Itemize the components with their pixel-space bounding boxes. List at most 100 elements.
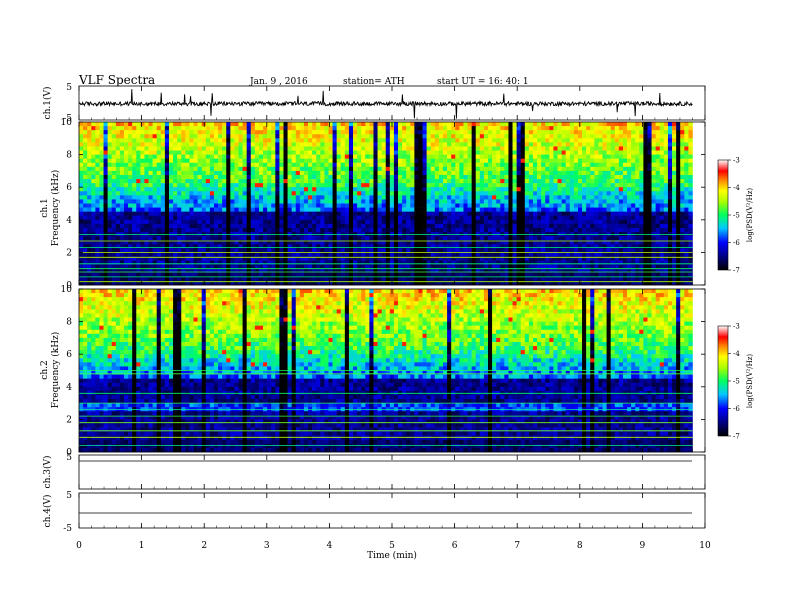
spectrogram-cell bbox=[242, 248, 247, 253]
spectrogram-cell bbox=[508, 252, 513, 257]
spectrogram-cell bbox=[627, 154, 632, 159]
spectrogram-cell bbox=[91, 219, 96, 225]
spectrogram-cell bbox=[512, 146, 517, 151]
spectrogram-cell bbox=[672, 154, 677, 159]
spectrogram-cell bbox=[655, 170, 661, 176]
spectrogram-cell bbox=[618, 187, 624, 192]
spectrogram-cell bbox=[389, 183, 395, 188]
spectrogram-cell bbox=[357, 187, 362, 192]
spectrogram-cell bbox=[87, 199, 92, 204]
spectrogram-cell bbox=[434, 122, 440, 127]
spectrogram-cell bbox=[467, 211, 472, 217]
ch1-ytick-bottom: -5 bbox=[63, 114, 72, 124]
spectrogram-cell bbox=[279, 154, 284, 159]
spectrogram-cell bbox=[414, 236, 419, 241]
spectrogram-cell bbox=[132, 240, 137, 245]
spectrogram-cell bbox=[369, 191, 374, 196]
spectrogram-cell bbox=[602, 122, 607, 127]
spectrogram-cell bbox=[164, 158, 170, 164]
spectrogram-cell bbox=[234, 248, 239, 253]
spectrogram-cell bbox=[663, 236, 669, 241]
spectrogram-cell bbox=[361, 150, 366, 155]
spectrogram-cell bbox=[177, 236, 182, 241]
spectrogram-cell bbox=[295, 240, 301, 245]
spectrogram-cell bbox=[479, 187, 485, 192]
spectrogram-cell bbox=[516, 199, 522, 204]
spectrogram-cell bbox=[111, 126, 117, 131]
spectrogram-cell bbox=[144, 138, 149, 143]
spectrogram-cell bbox=[271, 166, 276, 172]
spectrogram-cell bbox=[230, 166, 235, 172]
spectrogram-cell bbox=[459, 130, 464, 135]
spectrogram-cell bbox=[528, 252, 534, 257]
spectrogram-cell bbox=[91, 191, 96, 196]
spectrogram-cell bbox=[467, 244, 472, 249]
spectrogram-cell bbox=[516, 158, 522, 164]
spectrogram-cell bbox=[483, 122, 489, 127]
spectrogram-cell bbox=[267, 215, 272, 221]
spectrogram-cell bbox=[635, 248, 640, 253]
spectrogram-cell bbox=[201, 223, 207, 229]
spectrogram-cell bbox=[463, 162, 468, 168]
spectrogram-cell bbox=[103, 211, 108, 217]
spectrogram-cell bbox=[451, 126, 456, 131]
spectrogram-cell bbox=[500, 195, 505, 200]
spectrogram-cell bbox=[606, 240, 611, 245]
spectrogram-cell bbox=[602, 130, 607, 135]
spectrogram-cell bbox=[226, 219, 231, 225]
spectrogram-cell bbox=[418, 207, 423, 212]
spectrogram-cell bbox=[103, 223, 108, 229]
spectrogram-cell bbox=[438, 244, 444, 249]
spectrogram-cell bbox=[398, 215, 403, 221]
spectrogram-cell bbox=[164, 240, 170, 245]
spectrogram-cell bbox=[479, 126, 485, 131]
spectrogram-cell bbox=[524, 252, 530, 257]
spectrogram-cell bbox=[667, 211, 673, 217]
spectrogram-cell bbox=[91, 146, 96, 151]
spectrogram-cell bbox=[500, 236, 505, 241]
spectrogram-cell bbox=[663, 211, 669, 217]
spectrogram-cell bbox=[524, 134, 530, 139]
spectrogram-cell bbox=[500, 183, 505, 188]
spectrogram-cell bbox=[500, 146, 505, 151]
spectrogram-cell bbox=[365, 187, 370, 192]
spectrogram-cell bbox=[299, 199, 305, 204]
spectrogram-cell bbox=[148, 227, 153, 233]
spectrogram-cell bbox=[168, 183, 174, 188]
spectrogram-cell bbox=[553, 227, 558, 233]
spectrogram-cell bbox=[561, 122, 566, 127]
spectrogram-cell bbox=[291, 195, 297, 200]
spectrogram-cell bbox=[361, 240, 366, 245]
spectrogram-cell bbox=[606, 158, 611, 164]
spectrogram-cell bbox=[455, 199, 460, 204]
spectrogram-cell bbox=[381, 162, 387, 168]
spectrogram-cell bbox=[168, 191, 174, 196]
spectrogram-cell bbox=[332, 203, 337, 208]
spectrogram-cell bbox=[279, 122, 284, 127]
spectrogram-cell bbox=[181, 195, 186, 200]
spectrogram-cell bbox=[520, 195, 526, 200]
spectrogram-cell bbox=[348, 191, 354, 196]
spectrogram-cell bbox=[79, 248, 84, 253]
spectrogram-cell bbox=[512, 227, 517, 233]
spectrogram-cell bbox=[537, 227, 542, 233]
spectrogram-cell bbox=[197, 174, 202, 180]
spectrogram-cell bbox=[111, 158, 117, 164]
spectrogram-cell bbox=[463, 146, 468, 151]
spectrogram-cell bbox=[422, 207, 427, 212]
spectrogram-cell bbox=[475, 126, 481, 131]
spectrogram-cell bbox=[373, 122, 378, 127]
spectrogram-cell bbox=[676, 179, 681, 184]
spectrogram-cell bbox=[226, 195, 231, 200]
spectrogram-cell bbox=[95, 162, 100, 168]
spectrogram-cell bbox=[479, 227, 485, 233]
spectrogram-cell bbox=[426, 154, 432, 159]
spectrogram-cell bbox=[160, 146, 166, 151]
spectrogram-cell bbox=[328, 219, 333, 225]
spectrogram-cell bbox=[234, 236, 239, 241]
spectrogram-cell bbox=[136, 138, 141, 143]
spectrogram-cell bbox=[340, 195, 346, 200]
spectrogram-cell bbox=[357, 150, 362, 155]
spectrogram-cell bbox=[512, 240, 517, 245]
spectrogram-cell bbox=[398, 223, 403, 229]
